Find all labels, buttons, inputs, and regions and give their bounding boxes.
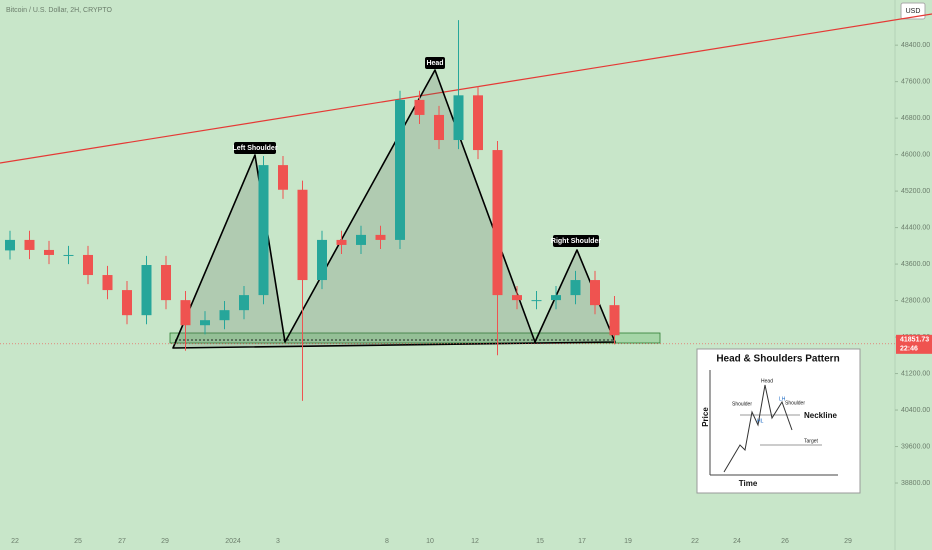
last-price-tag: [896, 334, 932, 354]
y-tick-label: 43600.00: [901, 261, 930, 268]
chart-title: Bitcoin / U.S. Dollar, 2H, CRYPTO: [6, 7, 112, 14]
trend-line: [0, 13, 932, 164]
annotation-box: [553, 235, 599, 247]
candle-body: [63, 254, 74, 256]
inset-label: Shoulder: [732, 401, 752, 407]
x-tick-label: 10: [426, 538, 434, 545]
candle-body: [180, 300, 191, 326]
x-tick-label: 29: [161, 538, 169, 545]
inset-pattern: [723, 384, 793, 473]
inset-label: HL: [757, 418, 764, 424]
candle-body: [356, 234, 366, 245]
candle-body: [297, 189, 308, 281]
inset-y-label: Price: [701, 407, 710, 427]
candle-body: [239, 295, 249, 311]
candle-body: [473, 95, 483, 151]
candle-body: [317, 239, 327, 281]
candle-body: [200, 320, 210, 326]
x-tick-label: 17: [578, 538, 586, 545]
candle-body: [24, 239, 35, 250]
x-tick-label: 3: [276, 538, 280, 545]
annotation: Head: [426, 60, 443, 67]
candle-body: [44, 249, 54, 255]
x-tick-label: 25: [74, 538, 82, 545]
inset-label: Shoulder: [785, 400, 805, 406]
candle-body: [83, 254, 93, 276]
x-tick-label: 8: [385, 538, 389, 545]
annotation-box: [425, 57, 445, 69]
x-tick-label: 22: [11, 538, 19, 545]
inset-title: Head & Shoulders Pattern: [716, 354, 839, 365]
y-tick-label: 40400.00: [901, 407, 930, 414]
inset-label: Head: [761, 378, 773, 384]
y-tick-label: 46000.00: [901, 151, 930, 158]
y-tick-label: 45200.00: [901, 188, 930, 195]
x-tick-label: 2024: [225, 538, 241, 545]
x-tick-label: 19: [624, 538, 632, 545]
candle-body: [375, 234, 386, 240]
annotation: Left Shoulder: [232, 145, 277, 152]
candle-body: [590, 280, 600, 306]
currency-box[interactable]: [900, 2, 926, 20]
candle-body: [512, 295, 522, 301]
neckline-zone: [169, 332, 661, 344]
x-tick-label: 27: [118, 538, 126, 545]
candle-body: [122, 290, 132, 316]
candle-body: [434, 114, 444, 141]
inset-label: Target: [804, 438, 819, 444]
candle-body: [414, 99, 425, 115]
x-tick-label: 22: [691, 538, 699, 545]
candle-body: [531, 300, 542, 302]
x-tick-label: 24: [733, 538, 741, 545]
annotation: Right Shoulder: [551, 238, 601, 245]
candle-body: [570, 280, 581, 296]
y-tick-label: 42800.00: [901, 297, 930, 304]
inset-label: LH: [779, 396, 786, 402]
y-tick-label: 41200.00: [901, 370, 930, 377]
y-tick-label: 48400.00: [901, 42, 930, 49]
candle-body: [161, 265, 171, 301]
candle-body: [102, 275, 113, 291]
candle-body: [258, 165, 269, 296]
x-tick-label: 29: [844, 538, 852, 545]
y-tick-label: 38800.00: [901, 480, 930, 487]
candle-body: [609, 305, 620, 336]
candle-body: [5, 239, 15, 251]
inset-frame: [696, 348, 861, 494]
last-price-label: 41851.73: [900, 337, 929, 344]
inset-label: Neckline: [804, 411, 837, 420]
y-tick-label: 47600.00: [901, 78, 930, 85]
currency: USD: [906, 8, 921, 15]
y-tick-label: 39600.00: [901, 443, 930, 450]
candle-body: [278, 165, 288, 190]
candle-body: [551, 295, 561, 301]
inset-x-label: Time: [739, 479, 758, 488]
countdown-label: 22:46: [900, 346, 918, 353]
candle-body: [141, 265, 152, 316]
candle-body: [453, 95, 464, 141]
y-tick-label: 44400.00: [901, 224, 930, 231]
inset: Head & Shoulders Pattern Price Time Head…: [696, 348, 861, 494]
x-tick-label: 15: [536, 538, 544, 545]
candle-body: [336, 239, 347, 245]
x-tick-label: 12: [471, 538, 479, 545]
candle-body: [492, 150, 503, 296]
candle-body: [219, 310, 230, 321]
candle-body: [395, 99, 405, 240]
x-tick-label: 26: [781, 538, 789, 545]
y-tick-label: 46800.00: [901, 115, 930, 122]
annotation-box: [234, 142, 276, 154]
